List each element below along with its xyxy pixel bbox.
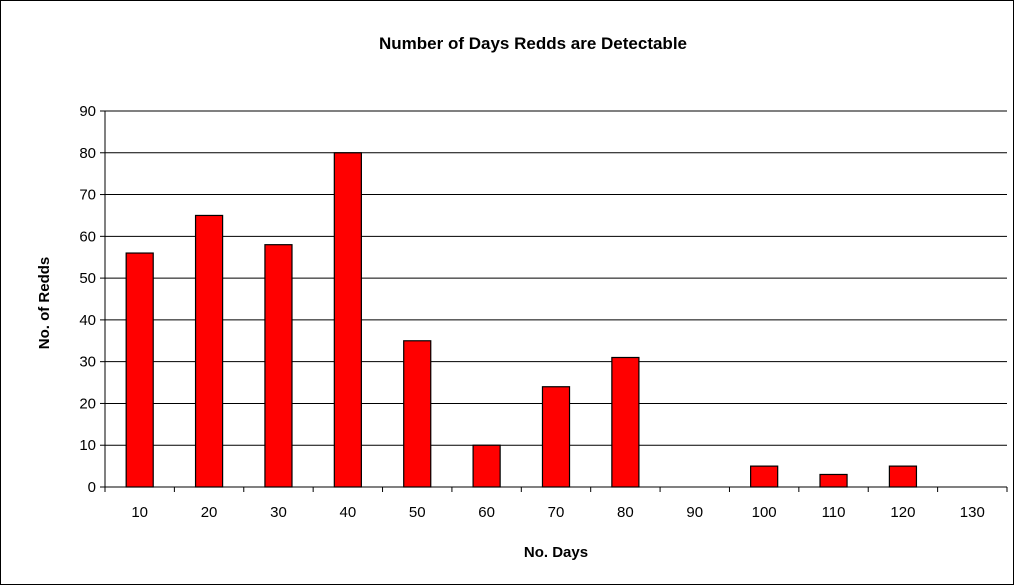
bar-70	[541, 386, 571, 488]
chart-title: Number of Days Redds are Detectable	[379, 34, 687, 53]
y-tick-labels: 0 10 20 30 40 50 60 70 80 90	[79, 103, 105, 496]
bar-50	[403, 340, 432, 488]
bar-100	[750, 465, 779, 488]
y-tick-label: 0	[88, 479, 96, 496]
y-tick-label: 80	[79, 145, 96, 162]
y-tick-label: 10	[79, 437, 96, 454]
y-tick-label: 90	[79, 103, 96, 120]
x-tick-label: 30	[270, 504, 287, 521]
x-tick-label: 10	[131, 504, 148, 521]
y-tick-label: 50	[79, 270, 96, 287]
y-tick-label: 30	[79, 354, 96, 371]
x-axis-title: No. Days	[524, 544, 588, 561]
x-tick-label: 100	[752, 504, 777, 521]
bar-20	[194, 214, 224, 488]
axes	[104, 111, 1007, 488]
x-tick-label: 90	[686, 504, 703, 521]
y-tick-label: 40	[79, 312, 96, 329]
x-tick-label: 80	[617, 504, 634, 521]
bar-10	[125, 252, 154, 488]
x-tick-label: 60	[478, 504, 495, 521]
x-tick-label: 70	[548, 504, 565, 521]
y-tick-label: 70	[79, 187, 96, 204]
y-tick-label: 20	[79, 395, 96, 412]
bar-110	[819, 473, 848, 488]
gridlines	[105, 110, 1007, 446]
bar-40	[333, 152, 362, 488]
x-tick-label: 20	[201, 504, 218, 521]
bar-120	[888, 465, 918, 488]
y-axis-title: No. of Redds	[36, 257, 53, 350]
x-tick-label: 50	[409, 504, 426, 521]
bars	[125, 152, 918, 488]
bar-80	[611, 356, 640, 488]
x-tick-label: 110	[822, 504, 846, 521]
x-tick-labels: 10 20 30 40 50 60 70 80 90 100 110 120 130	[104, 487, 1008, 521]
y-tick-label: 60	[79, 228, 96, 245]
x-tick-label: 130	[960, 504, 985, 521]
x-tick-label: 40	[340, 504, 357, 521]
bar-60	[472, 444, 501, 488]
x-tick-label: 120	[890, 504, 915, 521]
bar-30	[264, 244, 293, 488]
